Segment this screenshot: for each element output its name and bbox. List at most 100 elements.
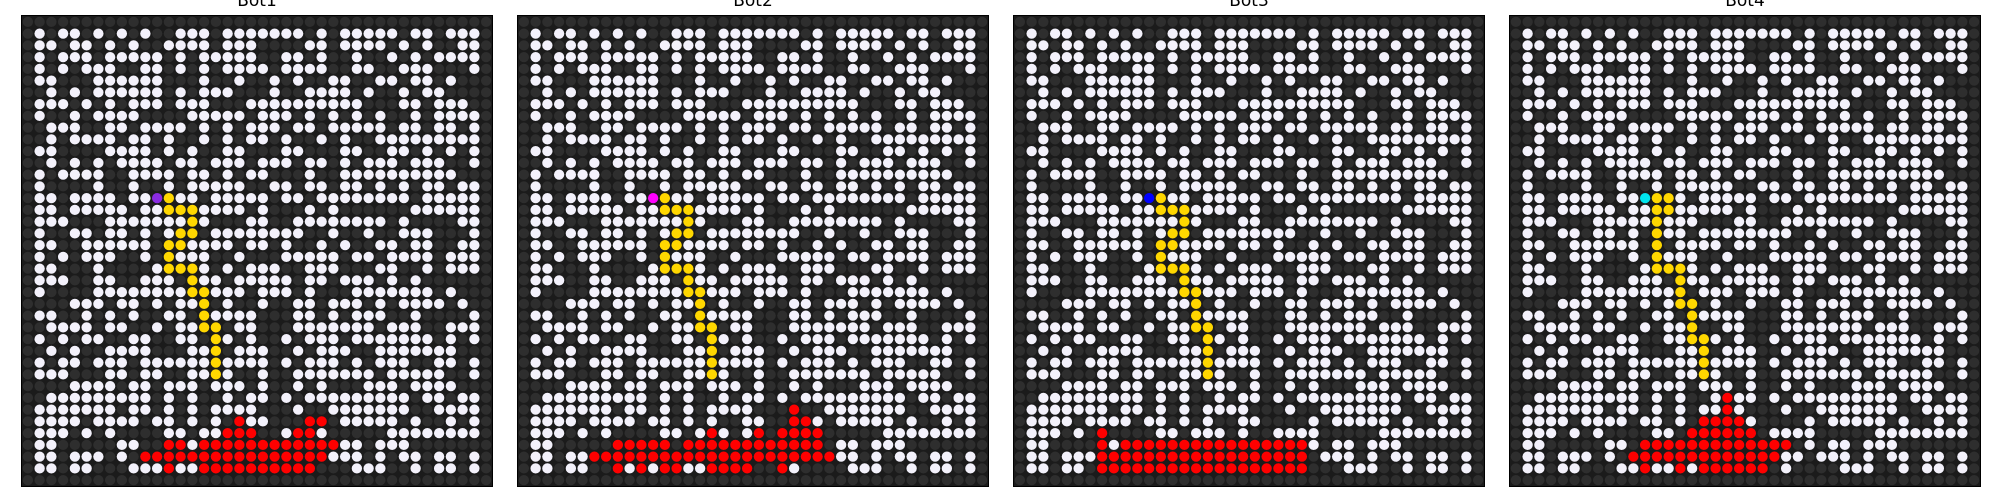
blocked-cell	[1014, 369, 1026, 380]
open-cell	[1402, 369, 1413, 380]
open-cell	[882, 427, 894, 439]
open-cell	[1237, 134, 1249, 145]
open-cell	[1249, 239, 1261, 251]
blocked-cell	[730, 16, 741, 28]
open-cell	[1378, 251, 1390, 263]
open-cell	[1167, 333, 1178, 345]
open-cell	[730, 286, 741, 298]
open-cell	[835, 145, 847, 157]
open-cell	[375, 110, 386, 122]
fire-cell	[812, 451, 823, 462]
blocked-cell	[636, 181, 647, 192]
blocked-cell	[918, 474, 929, 486]
blocked-cell	[1226, 263, 1237, 274]
open-cell	[128, 463, 139, 474]
blocked-cell	[1085, 122, 1096, 133]
blocked-cell	[1472, 286, 1484, 298]
blocked-cell	[777, 122, 788, 133]
open-cell	[1710, 40, 1721, 51]
blocked-cell	[741, 87, 753, 98]
blocked-cell	[140, 40, 151, 51]
open-cell	[187, 40, 198, 51]
open-cell	[1308, 333, 1319, 345]
open-cell	[1249, 228, 1261, 239]
open-cell	[1261, 275, 1272, 286]
open-cell	[469, 251, 480, 263]
open-cell	[140, 122, 151, 133]
open-cell	[304, 286, 316, 298]
open-cell	[777, 134, 788, 145]
blocked-cell	[269, 404, 280, 415]
open-cell	[57, 357, 69, 368]
blocked-cell	[882, 451, 894, 462]
open-cell	[1331, 145, 1343, 157]
open-cell	[151, 463, 163, 474]
open-cell	[671, 28, 682, 39]
open-cell	[1437, 463, 1449, 474]
open-cell	[292, 251, 304, 263]
open-cell	[871, 416, 882, 427]
open-cell	[1096, 322, 1108, 333]
blocked-cell	[1014, 145, 1026, 157]
blocked-cell	[659, 87, 671, 98]
open-cell	[104, 51, 116, 63]
open-cell	[1437, 204, 1449, 216]
open-cell	[151, 75, 163, 86]
open-cell	[151, 157, 163, 169]
blocked-cell	[128, 322, 139, 333]
open-cell	[706, 157, 718, 169]
open-cell	[375, 169, 386, 180]
open-cell	[316, 134, 327, 145]
open-cell	[1096, 192, 1108, 204]
open-cell	[1733, 28, 1745, 39]
blocked-cell	[647, 474, 659, 486]
fire-cell	[245, 427, 257, 439]
blocked-cell	[741, 298, 753, 310]
open-cell	[753, 28, 765, 39]
blocked-cell	[812, 110, 823, 122]
blocked-cell	[104, 16, 116, 28]
blocked-cell	[1190, 392, 1202, 404]
blocked-cell	[34, 345, 45, 357]
open-cell	[1038, 392, 1049, 404]
open-cell	[1308, 275, 1319, 286]
blocked-cell	[304, 16, 316, 28]
open-cell	[351, 404, 363, 415]
blocked-cell	[351, 87, 363, 98]
blocked-cell	[1390, 16, 1402, 28]
blocked-cell	[589, 439, 600, 451]
open-cell	[469, 451, 480, 462]
open-cell	[1296, 122, 1308, 133]
blocked-cell	[1108, 333, 1120, 345]
blocked-cell	[1155, 28, 1167, 39]
blocked-cell	[57, 439, 69, 451]
open-cell	[965, 51, 976, 63]
blocked-cell	[175, 345, 186, 357]
open-cell	[1367, 181, 1378, 192]
open-cell	[1437, 134, 1449, 145]
blocked-cell	[1014, 275, 1026, 286]
open-cell	[859, 28, 870, 39]
blocked-cell	[480, 357, 492, 368]
blocked-cell	[480, 75, 492, 86]
blocked-cell	[363, 110, 374, 122]
blocked-cell	[480, 298, 492, 310]
open-cell	[730, 75, 741, 86]
open-cell	[1249, 192, 1261, 204]
blocked-cell	[1745, 16, 1757, 28]
blocked-cell	[116, 40, 128, 51]
blocked-cell	[245, 87, 257, 98]
open-cell	[1038, 87, 1049, 98]
open-cell	[894, 87, 906, 98]
open-cell	[1273, 157, 1284, 169]
blocked-cell	[1073, 181, 1084, 192]
open-cell	[882, 51, 894, 63]
blocked-cell	[363, 345, 374, 357]
blocked-cell	[577, 145, 588, 157]
blocked-cell	[46, 251, 57, 263]
open-cell	[398, 145, 410, 157]
blocked-cell	[1167, 16, 1178, 28]
blocked-cell	[1968, 16, 1980, 28]
open-cell	[386, 251, 398, 263]
open-cell	[433, 134, 445, 145]
